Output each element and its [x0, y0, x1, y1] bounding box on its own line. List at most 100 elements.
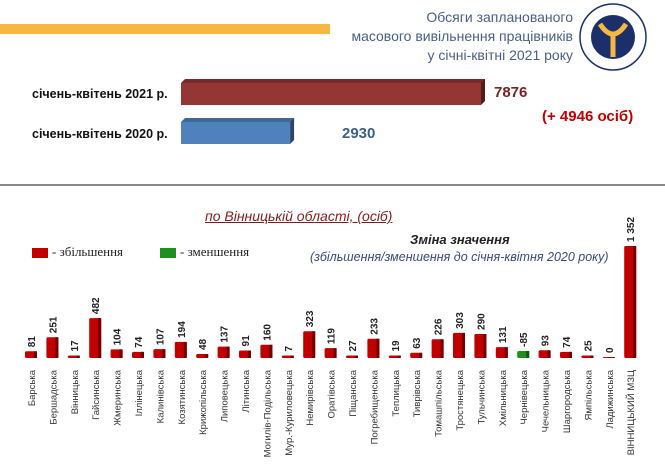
data-label: 290 [476, 313, 487, 330]
row-label-2020: січень-квітень 2020 р. [32, 127, 168, 141]
data-label: 303 [455, 312, 466, 329]
employment-service-logo [579, 3, 647, 71]
category-label: Крижопільська [198, 369, 209, 435]
category-label: Томашпільська [434, 369, 445, 437]
bar-side [141, 351, 144, 358]
category-label: Теплицька [391, 369, 402, 416]
category-label: ВІННИЦЬКИЙ МЗЦ [625, 370, 637, 455]
title-line: масового вивільнення працівників [351, 28, 573, 44]
bar-side [526, 350, 530, 358]
data-label: 1 352 [626, 217, 637, 242]
data-label: 93 [541, 335, 552, 347]
summary-bar-top [181, 118, 295, 122]
data-label: 63 [412, 337, 423, 349]
legend-increase: - збільшення [32, 244, 123, 260]
bar-side [504, 347, 508, 358]
bar-side [290, 355, 294, 358]
data-label: 482 [91, 297, 102, 314]
bar-side [483, 333, 487, 358]
bar-side [205, 354, 209, 358]
category-label: Тульчинська [476, 369, 487, 424]
data-label: 104 [113, 328, 124, 345]
bar-side [269, 344, 273, 358]
summary-bar [181, 122, 291, 144]
summary-bar [181, 83, 481, 105]
category-label: Немирівська [305, 369, 316, 425]
category-label: Жмеринська [113, 369, 124, 425]
category-label: Тростянецька [455, 369, 466, 430]
bar-side [590, 355, 594, 358]
column-chart: 81 Барська 251 Бершадська 17 Вінницька 482 Гайс… [25, 217, 637, 457]
category-label: Могилів-Подільська [262, 369, 273, 457]
bar-side [248, 350, 251, 358]
summary-bar-side [290, 118, 295, 144]
divider [0, 184, 665, 186]
data-label: 194 [177, 321, 188, 338]
bar-side [569, 351, 572, 358]
category-label: Липовецька [220, 369, 231, 422]
bar-side [34, 351, 37, 358]
data-label: 91 [241, 335, 252, 347]
annotation-subtitle: (збільшення/зменшення до січня-квітня 20… [310, 250, 609, 264]
legend-swatch-green [160, 248, 176, 259]
data-label: 81 [27, 336, 38, 348]
data-label: 323 [305, 310, 316, 327]
data-label: 131 [498, 326, 509, 343]
bar-side [547, 350, 551, 358]
category-label: Бершадська [48, 369, 59, 424]
bar-side [419, 352, 423, 358]
bar-side [76, 355, 80, 358]
bar-side [611, 357, 615, 358]
category-label: Піщанська [348, 369, 359, 416]
bar-side [55, 337, 59, 358]
bar-side [376, 338, 380, 358]
category-label: Шаргородська [562, 369, 573, 433]
bar-side [183, 341, 187, 358]
legend-label: - зменшення [180, 244, 250, 259]
summary-bar-top [181, 79, 485, 83]
category-label: Іллінецька [134, 369, 145, 416]
category-label: Літинська [241, 369, 252, 412]
data-label: 0 [605, 347, 616, 353]
category-label: Тиврівська [412, 369, 423, 417]
value-2020: 2930 [342, 125, 376, 142]
bar-side [440, 339, 444, 358]
bar-side [119, 349, 123, 358]
bar-side [312, 331, 316, 358]
category-label: Ладижинська [605, 369, 616, 428]
title-line: у січні-квітні 2021 року [427, 47, 573, 63]
category-label: Барська [27, 369, 38, 406]
data-label: 160 [262, 324, 273, 341]
bar-side [633, 246, 637, 358]
category-label: Чечельницька [541, 369, 552, 432]
data-label: 119 [327, 328, 338, 345]
bar-side [333, 348, 337, 358]
bar-side [397, 355, 401, 358]
category-label: Калинівська [155, 369, 166, 423]
bar-side [462, 332, 465, 358]
data-label: 233 [369, 318, 380, 335]
data-label: 17 [70, 340, 81, 352]
summary-bar-side [481, 79, 485, 105]
data-label: 226 [434, 318, 445, 335]
category-label: Чернівецька [519, 369, 530, 424]
title-line: Обсяги запланованого [426, 9, 573, 25]
data-label: -85 [519, 332, 530, 347]
legend-label: - збільшення [52, 244, 124, 259]
data-label: 25 [583, 340, 594, 352]
bar-side [226, 346, 230, 358]
value-2021: 7876 [494, 84, 528, 101]
row-label-2021: січень-квітень 2021 р. [32, 87, 168, 101]
category-label: Оратівська [327, 369, 338, 418]
summary-bars [181, 79, 485, 144]
category-label: Ямпільська [583, 369, 594, 420]
data-label: 251 [48, 316, 59, 333]
slide-title: Обсяги запланованого масового вивільненн… [351, 8, 573, 65]
data-label: 27 [348, 340, 359, 352]
data-label: 74 [562, 336, 573, 348]
bar-side [162, 349, 166, 358]
category-label: Гайсинська [91, 369, 102, 420]
data-label: 48 [198, 338, 209, 350]
accent-stripe [0, 24, 330, 34]
